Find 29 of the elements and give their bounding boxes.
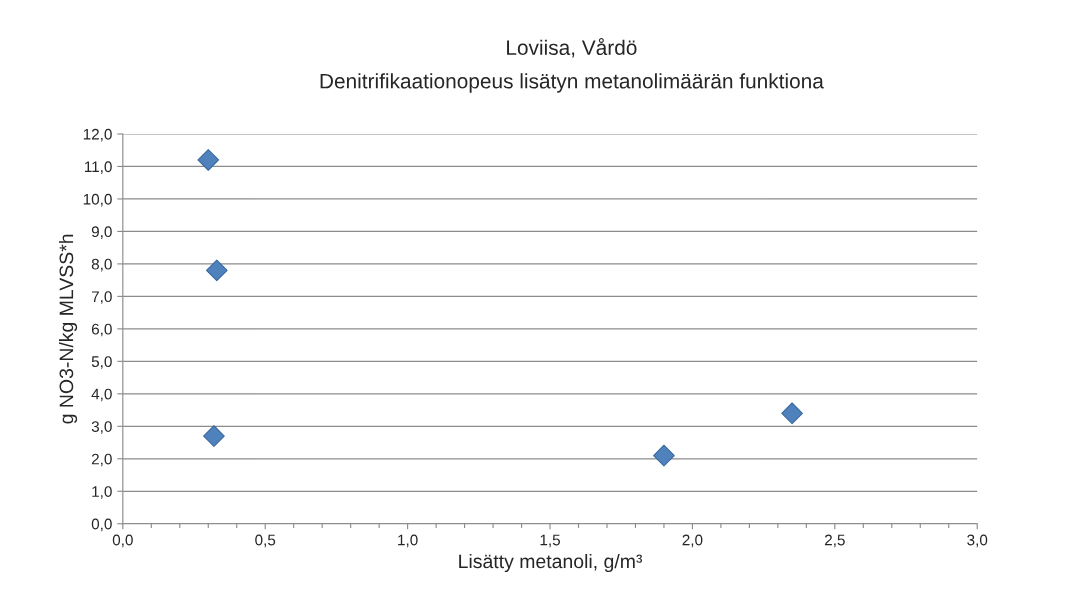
x-tick-label: 3,0 xyxy=(967,534,988,548)
y-tick-label: 8,0 xyxy=(91,258,112,272)
point xyxy=(203,425,225,447)
y-axis-title: g NO3-N/kg MLVSS*h xyxy=(58,234,78,424)
point xyxy=(205,259,228,282)
y-tick-label: 4,0 xyxy=(91,388,112,402)
x-tick-label: 0,5 xyxy=(255,534,276,548)
y-tick-label: 6,0 xyxy=(91,323,112,337)
y-tick-label: 0,0 xyxy=(91,518,112,532)
x-tick-label: 2,5 xyxy=(824,534,845,548)
chart-title: Loviisa, Vårdö xyxy=(507,38,637,58)
y-tick-label: 9,0 xyxy=(91,226,112,239)
x-tick-label: 2,0 xyxy=(682,534,703,548)
point xyxy=(781,402,803,425)
y-tick-label: 3,0 xyxy=(91,421,112,434)
y-tick-label: 7,0 xyxy=(91,291,112,304)
point xyxy=(197,149,220,171)
x-axis-title: Lisätty metanoli, g/m³ xyxy=(459,553,643,573)
x-tick-label: 1,5 xyxy=(540,534,560,548)
y-tick-label: 1,0 xyxy=(92,486,112,499)
y-tick-label: 10,0 xyxy=(83,193,112,207)
x-tick-label: 1,0 xyxy=(398,534,418,548)
y-tick-label: 12,0 xyxy=(83,128,112,142)
x-tick-label: 0,0 xyxy=(112,534,133,548)
y-tick-label: 5,0 xyxy=(91,356,112,369)
chart-subtitle: Denitrifikaationopeus lisätyn metanolimäärän funktiona xyxy=(320,73,824,93)
y-tick-label: 11,0 xyxy=(84,161,112,174)
point xyxy=(653,444,675,467)
y-tick-label: 2,0 xyxy=(91,453,112,467)
